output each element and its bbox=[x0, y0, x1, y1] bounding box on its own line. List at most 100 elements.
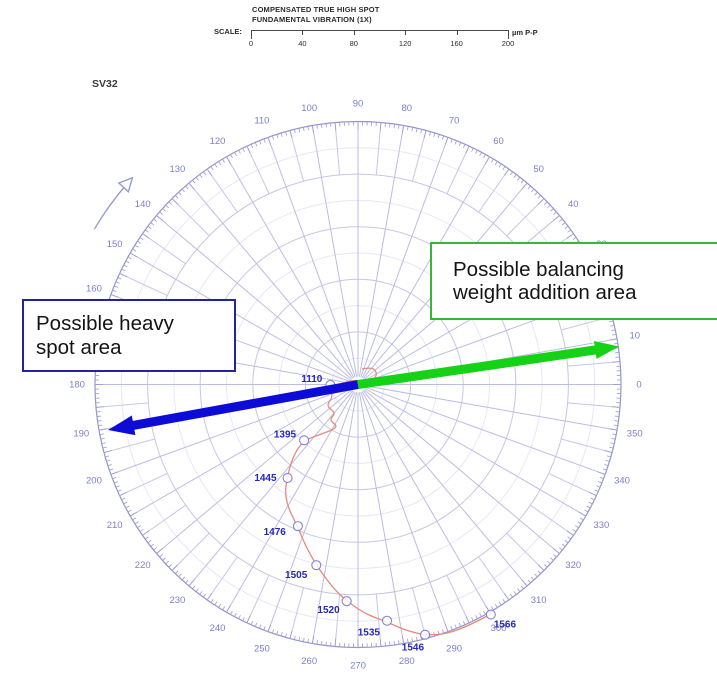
rim-tick bbox=[602, 468, 607, 471]
degree-label: 120 bbox=[210, 136, 226, 147]
weight-addition-arrow-shaft[interactable] bbox=[357, 344, 600, 389]
rim-tick bbox=[156, 548, 163, 554]
rim-tick bbox=[178, 191, 182, 196]
rim-tick bbox=[561, 222, 566, 226]
polar-grid-half-spoke bbox=[334, 594, 341, 647]
rim-tick bbox=[612, 333, 617, 336]
rim-tick bbox=[586, 505, 591, 509]
rim-tick bbox=[226, 156, 231, 164]
polar-grid-spoke bbox=[226, 156, 355, 378]
polar-grid-spoke bbox=[358, 125, 405, 377]
polar-grid-half-spoke bbox=[530, 504, 574, 536]
data-point-marker[interactable] bbox=[341, 596, 352, 607]
rim-tick bbox=[218, 161, 222, 166]
data-point-marker[interactable] bbox=[292, 521, 303, 532]
rim-tick bbox=[250, 620, 254, 625]
scale-tick-label: 120 bbox=[398, 39, 412, 48]
rim-tick bbox=[125, 260, 130, 264]
rim-tick bbox=[103, 450, 112, 453]
polar-grid-spoke bbox=[267, 137, 356, 378]
rim-tick bbox=[142, 233, 150, 239]
rim-tick bbox=[168, 201, 172, 205]
rim-tick bbox=[276, 134, 279, 139]
rim-tick bbox=[605, 459, 610, 462]
scale-tick bbox=[405, 30, 407, 35]
chart-title-line2: FUNDAMENTAL VIBRATION (1X) bbox=[252, 14, 372, 24]
rim-tick bbox=[444, 137, 449, 146]
rim-tick bbox=[132, 517, 137, 521]
polar-grid-spoke bbox=[360, 391, 449, 632]
rim-tick bbox=[534, 191, 538, 196]
rim-tick bbox=[609, 338, 618, 341]
rim-tick bbox=[316, 124, 318, 129]
rim-tick bbox=[242, 147, 245, 152]
polar-grid-spoke bbox=[358, 392, 405, 644]
polar-grid-spoke bbox=[360, 137, 449, 378]
rpm-label: 1395 bbox=[274, 429, 297, 440]
data-point-marker[interactable] bbox=[381, 615, 393, 626]
rim-tick bbox=[110, 471, 119, 475]
rim-tick bbox=[147, 225, 152, 229]
data-point-marker[interactable] bbox=[311, 560, 322, 571]
polar-grid-half-spoke bbox=[246, 574, 270, 624]
rim-tick bbox=[153, 218, 157, 222]
rim-tick bbox=[334, 638, 337, 647]
rim-tick bbox=[599, 476, 604, 480]
rim-tick bbox=[254, 142, 258, 147]
rim-tick bbox=[398, 640, 400, 645]
rim-tick bbox=[230, 154, 233, 159]
rim-tick bbox=[181, 576, 185, 581]
heavy-spot-arrow-shaft[interactable] bbox=[128, 380, 359, 431]
heavy-spot-callout[interactable]: Possible heavy spot area bbox=[22, 299, 236, 372]
rim-tick bbox=[538, 564, 545, 571]
degree-label: 130 bbox=[169, 164, 185, 175]
heavy-spot-arrow-head[interactable] bbox=[108, 415, 136, 436]
rim-tick bbox=[567, 536, 572, 540]
weight-addition-callout[interactable]: Possible balancing weight addition area bbox=[430, 242, 717, 320]
degree-label: 320 bbox=[565, 560, 581, 571]
weight-addition-callout-line1: Possible balancing bbox=[453, 257, 624, 281]
rim-tick bbox=[411, 637, 414, 642]
rim-tick bbox=[110, 294, 119, 298]
polar-grid-spoke bbox=[267, 391, 356, 632]
degree-label: 350 bbox=[627, 428, 643, 439]
rim-tick bbox=[379, 122, 382, 131]
rim-tick bbox=[553, 554, 557, 558]
rim-tick bbox=[222, 158, 225, 163]
rim-tick bbox=[401, 635, 405, 644]
weight-addition-arrow-head[interactable] bbox=[593, 341, 619, 359]
rim-tick bbox=[102, 446, 107, 449]
data-point-marker[interactable] bbox=[419, 629, 431, 640]
rim-tick bbox=[567, 229, 572, 233]
degree-label: 150 bbox=[107, 239, 123, 250]
rpm-label: 1110 bbox=[301, 374, 323, 385]
polar-grid-spoke bbox=[129, 388, 352, 517]
data-point-marker[interactable] bbox=[282, 472, 293, 484]
rim-tick bbox=[316, 640, 318, 645]
rim-tick bbox=[280, 632, 283, 637]
rim-tick bbox=[458, 142, 462, 147]
rim-tick bbox=[98, 428, 107, 431]
polar-grid-half-spoke bbox=[561, 438, 613, 454]
rim-tick bbox=[293, 635, 296, 640]
rim-tick bbox=[458, 622, 462, 627]
rim-tick bbox=[503, 593, 510, 601]
rim-tick bbox=[483, 610, 486, 615]
rim-tick bbox=[465, 615, 470, 624]
degree-label: 10 bbox=[629, 331, 640, 342]
rim-tick bbox=[597, 471, 606, 475]
rim-tick bbox=[289, 130, 293, 139]
rim-tick bbox=[566, 530, 574, 536]
polar-grid-spoke bbox=[364, 388, 587, 517]
rim-tick bbox=[307, 638, 309, 643]
rim-tick bbox=[156, 215, 163, 221]
rim-tick bbox=[537, 570, 541, 574]
data-point-marker[interactable] bbox=[485, 609, 496, 620]
data-point-marker[interactable] bbox=[299, 435, 310, 446]
rim-tick bbox=[144, 536, 149, 540]
rim-tick bbox=[162, 208, 166, 212]
probe-id-label: SV32 bbox=[92, 78, 118, 90]
rim-tick bbox=[441, 629, 445, 634]
rim-tick bbox=[195, 177, 199, 181]
polar-grid-half-spoke bbox=[375, 594, 382, 647]
